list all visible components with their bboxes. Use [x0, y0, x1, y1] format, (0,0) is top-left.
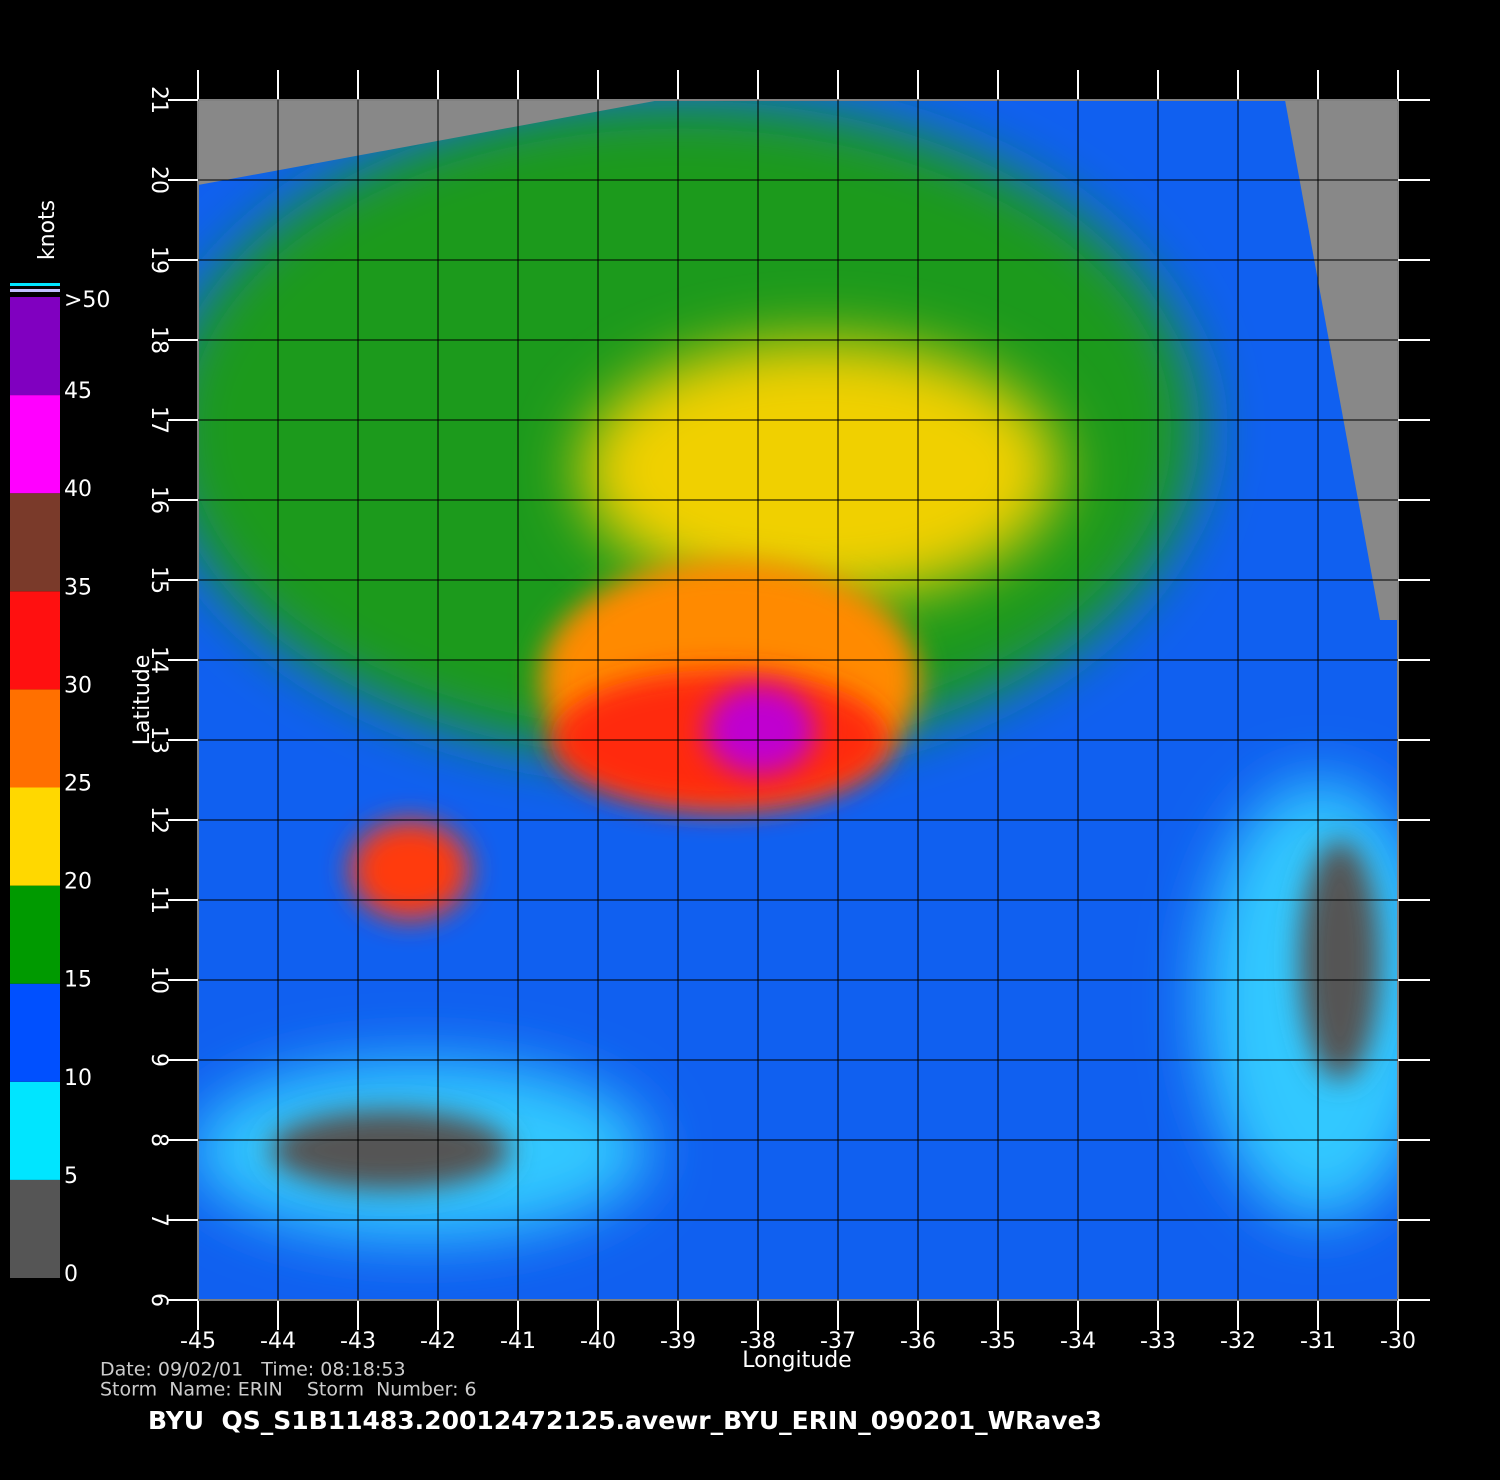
- colorbar-cap: [10, 283, 60, 286]
- x-tick-label: -33: [1140, 1329, 1176, 1354]
- calm-area: [1300, 840, 1380, 1080]
- colorbar-segment: [10, 983, 60, 1082]
- x-axis-label: Longitude: [742, 1348, 851, 1373]
- x-tick-label: -44: [260, 1329, 296, 1354]
- y-tick-label: 13: [146, 726, 171, 754]
- y-tick-label: 9: [146, 1053, 171, 1067]
- y-tick-label: 17: [146, 406, 171, 434]
- y-tick-label: 6: [146, 1293, 171, 1307]
- y-tick-label: 8: [146, 1133, 171, 1147]
- purple-area: [705, 685, 815, 775]
- y-tick-label: 21: [146, 86, 171, 114]
- colorbar-label: knots: [35, 200, 60, 260]
- colorbar-cap: [10, 289, 60, 292]
- y-tick-label: 14: [146, 646, 171, 674]
- footer-title: BYU QS_S1B11483.20012472125.avewr_BYU_ER…: [148, 1406, 1102, 1435]
- x-tick-label: -40: [580, 1329, 616, 1354]
- x-tick-label: -32: [1220, 1329, 1256, 1354]
- y-tick-label: 11: [146, 886, 171, 914]
- colorbar-tick-label: 5: [64, 1164, 78, 1189]
- yellow-area: [580, 340, 1060, 600]
- colorbar-tick-label: 25: [64, 772, 92, 797]
- colorbar-tick-label: 15: [64, 968, 92, 993]
- x-tick-label: -38: [740, 1329, 776, 1354]
- colorbar-tick-label: 10: [64, 1066, 92, 1091]
- calm-area: [270, 1110, 510, 1190]
- colorbar-tick-label: 45: [64, 379, 92, 404]
- colorbar-tick-label: 30: [64, 673, 92, 698]
- colorbar-segment: [10, 1179, 60, 1278]
- y-tick-label: 20: [146, 166, 171, 194]
- footer-storm: Storm Name: ERIN Storm Number: 6: [100, 1379, 477, 1401]
- x-tick-label: -42: [420, 1329, 456, 1354]
- y-tick-label: 16: [146, 486, 171, 514]
- colorbar-segment: [10, 493, 60, 592]
- x-tick-label: -30: [1380, 1329, 1416, 1354]
- x-tick-label: -31: [1300, 1329, 1336, 1354]
- colorbar-tick-label: 0: [64, 1262, 78, 1287]
- x-tick-label: -41: [500, 1329, 536, 1354]
- x-tick-label: -45: [180, 1329, 216, 1354]
- colorbar-tick-label: 20: [64, 870, 92, 895]
- colorbar-segment: [10, 297, 60, 396]
- colorbar-segment: [10, 395, 60, 494]
- colorbar-segment: [10, 689, 60, 788]
- colorbar-tick-label: >50: [64, 288, 110, 313]
- no-data: [1285, 100, 1398, 620]
- y-tick-label: 19: [146, 246, 171, 274]
- x-tick-label: -36: [900, 1329, 936, 1354]
- colorbar-tick-label: 40: [64, 477, 92, 502]
- red-area: [350, 820, 470, 920]
- colorbar-segment: [10, 1081, 60, 1180]
- no-data: [198, 100, 660, 185]
- y-axis-label: Latitude: [130, 655, 155, 746]
- y-tick-label: 7: [146, 1213, 171, 1227]
- wind-field: [198, 100, 1398, 1300]
- y-tick-label: 15: [146, 566, 171, 594]
- y-tick-label: 18: [146, 326, 171, 354]
- footer-date: Date: 09/02/01 Time: 08:18:53: [100, 1359, 406, 1381]
- colorbar-segment: [10, 885, 60, 984]
- y-tick-label: 12: [146, 806, 171, 834]
- colorbar-tick-label: 35: [64, 575, 92, 600]
- x-tick-label: -39: [660, 1329, 696, 1354]
- colorbar-segment: [10, 591, 60, 690]
- x-tick-label: -43: [340, 1329, 376, 1354]
- x-tick-label: -35: [980, 1329, 1016, 1354]
- x-tick-label: -37: [820, 1329, 856, 1354]
- y-tick-label: 10: [146, 966, 171, 994]
- x-tick-label: -34: [1060, 1329, 1096, 1354]
- colorbar-segment: [10, 787, 60, 886]
